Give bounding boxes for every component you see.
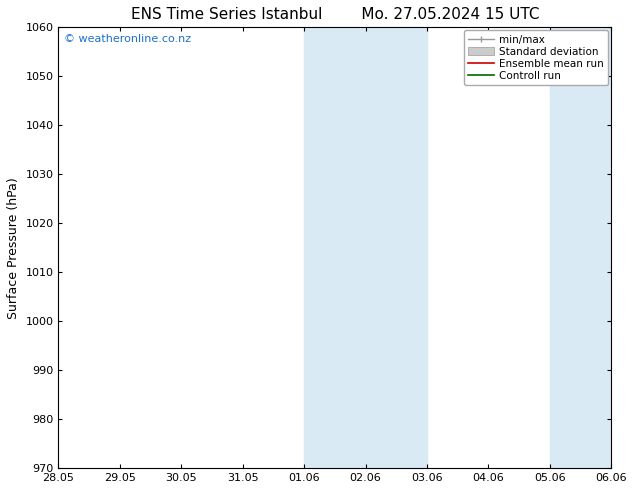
Legend: min/max, Standard deviation, Ensemble mean run, Controll run: min/max, Standard deviation, Ensemble me…: [464, 30, 608, 85]
Y-axis label: Surface Pressure (hPa): Surface Pressure (hPa): [7, 177, 20, 318]
Bar: [550, 27, 611, 468]
Text: © weatheronline.co.nz: © weatheronline.co.nz: [64, 34, 191, 44]
Title: ENS Time Series Istanbul        Mo. 27.05.2024 15 UTC: ENS Time Series Istanbul Mo. 27.05.2024 …: [131, 7, 539, 22]
Bar: [304, 27, 427, 468]
